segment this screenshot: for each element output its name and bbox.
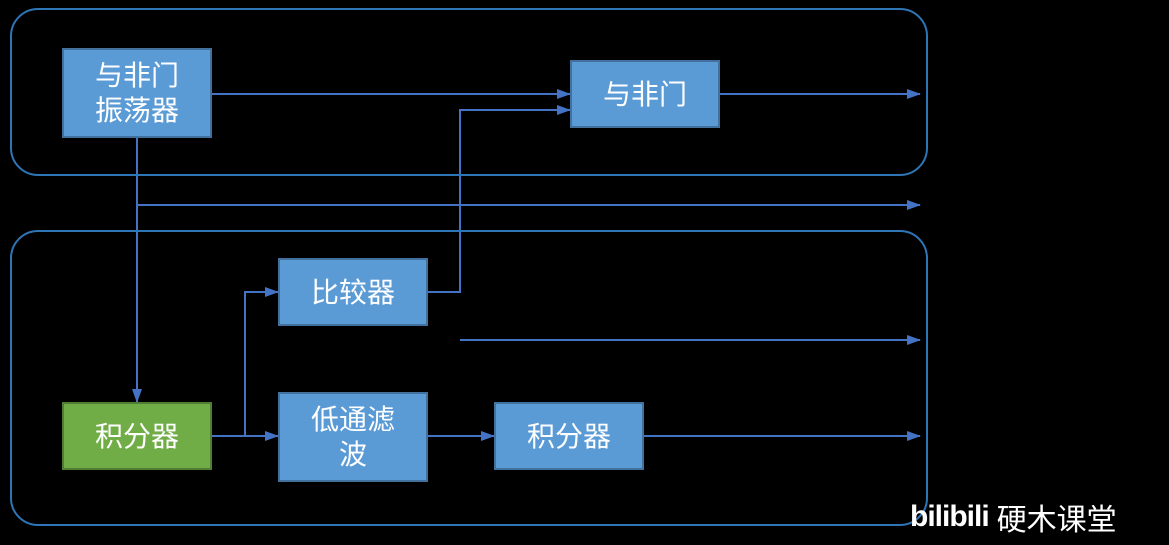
node-n_nand: 与非门 <box>570 60 720 128</box>
watermark-logo: bilibili <box>910 500 989 534</box>
node-n_int1: 积分器 <box>62 402 212 470</box>
node-n_lpf: 低通滤波 <box>278 392 428 482</box>
node-n_cmp: 比较器 <box>278 258 428 326</box>
group-grp_bottom <box>10 230 928 526</box>
node-n_osc: 与非门振荡器 <box>62 48 212 138</box>
watermark: bilibili 硬木课堂 <box>910 495 1117 539</box>
watermark-text: 硬木课堂 <box>997 495 1117 539</box>
node-n_int2: 积分器 <box>494 402 644 470</box>
